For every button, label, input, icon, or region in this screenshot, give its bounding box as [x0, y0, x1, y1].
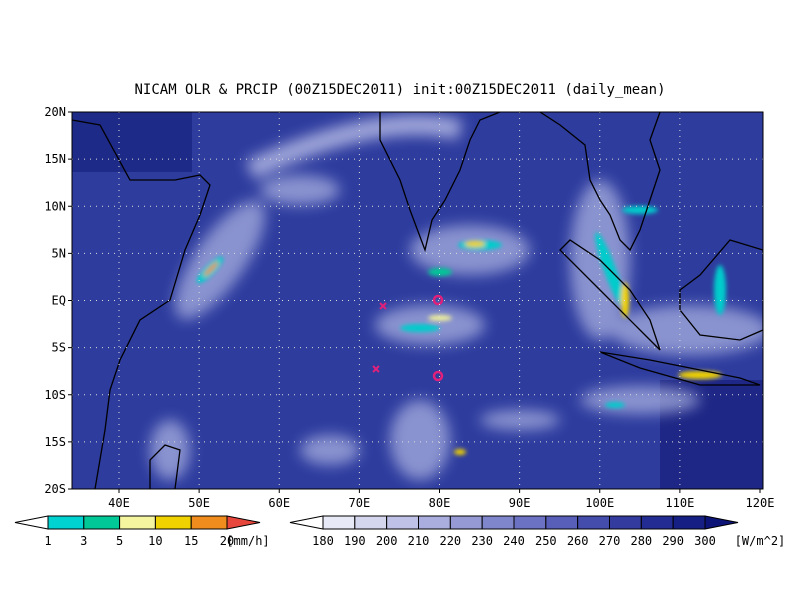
lat-label: 20N — [44, 105, 66, 119]
colorbar-label: 230 — [471, 534, 493, 548]
lon-label: 40E — [108, 496, 130, 510]
colorbar-label: 200 — [376, 534, 398, 548]
title: NICAM OLR & PRCIP (00Z15DEC2011) init:00… — [134, 82, 665, 98]
lat-label: 5N — [52, 246, 66, 260]
colorbar-label: 270 — [599, 534, 621, 548]
lon-label: 50E — [188, 496, 210, 510]
colorbar-label: 290 — [662, 534, 684, 548]
colorbar-box — [513, 515, 547, 530]
axis-labels: 20N 15N 10N 5N EQ 5S 10S 15S 20S 40E 50E 60E 70E 80E 9… — [44, 105, 774, 510]
colorbar-box — [119, 515, 156, 530]
colorbar-end — [704, 515, 739, 530]
lat-label: 15N — [44, 152, 66, 166]
colorbar-label: 300 — [694, 534, 716, 548]
colorbar-box — [322, 515, 356, 530]
colorbar-box — [481, 515, 515, 530]
colorbar-box — [672, 515, 706, 530]
colorbar-unit: [mm/h] — [226, 534, 269, 548]
colorbar-label: 1 — [44, 534, 51, 548]
colorbar-box — [47, 515, 85, 530]
lat-label: 5S — [52, 341, 66, 355]
lon-label: 70E — [349, 496, 371, 510]
colorbar-label: 260 — [567, 534, 589, 548]
colorbar-box — [386, 515, 419, 530]
color-bars: 1 3 5 10 15 20[mm/h] 180 190 200 210 220 230 240 250 2… — [14, 515, 786, 548]
colorbar-box — [154, 515, 192, 530]
colorbar-end — [226, 515, 261, 530]
colorbar-box — [609, 515, 642, 530]
lat-label: 10S — [44, 388, 66, 402]
colorbar-label: 220 — [439, 534, 461, 548]
colorbar-end — [14, 515, 49, 530]
colorbar-label: 210 — [408, 534, 430, 548]
field — [72, 112, 763, 489]
lon-label: 60E — [268, 496, 290, 510]
colorbar-label: 180 — [312, 534, 334, 548]
colorbar-unit: [W/m^2] — [735, 534, 786, 548]
lat-label: EQ — [52, 294, 66, 308]
colorbar-box — [190, 515, 228, 530]
lon-label: 110E — [665, 496, 694, 510]
colorbar-box — [640, 515, 674, 530]
lon-label: 120E — [746, 496, 775, 510]
lon-label: 100E — [585, 496, 614, 510]
colorbar-box — [83, 515, 121, 530]
colorbar-label: 20 — [220, 534, 234, 548]
colorbar-label: 10 — [148, 534, 162, 548]
lat-label: 20S — [44, 482, 66, 496]
colorbar-box — [354, 515, 388, 530]
colorbar-end — [289, 515, 324, 530]
colorbar-label: 240 — [503, 534, 525, 548]
colorbar-label: 15 — [184, 534, 198, 548]
colorbar-box — [577, 515, 611, 530]
lon-label: 90E — [509, 496, 531, 510]
lat-label: 10N — [44, 199, 66, 213]
colorbar-label: 5 — [116, 534, 123, 548]
colorbar-box — [545, 515, 579, 530]
lon-label: 80E — [429, 496, 451, 510]
colorbar-box — [449, 515, 483, 530]
lat-label: 15S — [44, 435, 66, 449]
colorbar-label: 250 — [535, 534, 557, 548]
colorbar-label: 3 — [80, 534, 87, 548]
colorbar-box — [418, 515, 451, 530]
colorbar-label: 280 — [630, 534, 652, 548]
colorbar-label: 190 — [344, 534, 366, 548]
